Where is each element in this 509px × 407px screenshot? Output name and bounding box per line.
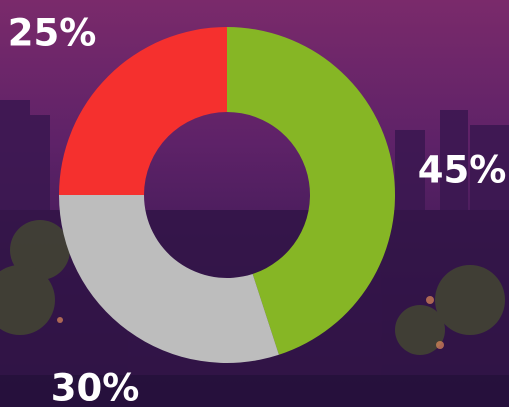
value-label: 25%: [8, 12, 97, 55]
donut-slice: [227, 27, 395, 355]
donut-slice: [59, 27, 227, 195]
lights: [57, 296, 444, 349]
value-label: 45%: [418, 149, 507, 192]
value-label: 30%: [51, 367, 140, 407]
trees: [0, 220, 505, 355]
ground: [0, 375, 509, 407]
donut-slice: [59, 195, 279, 364]
donut: [59, 27, 395, 364]
